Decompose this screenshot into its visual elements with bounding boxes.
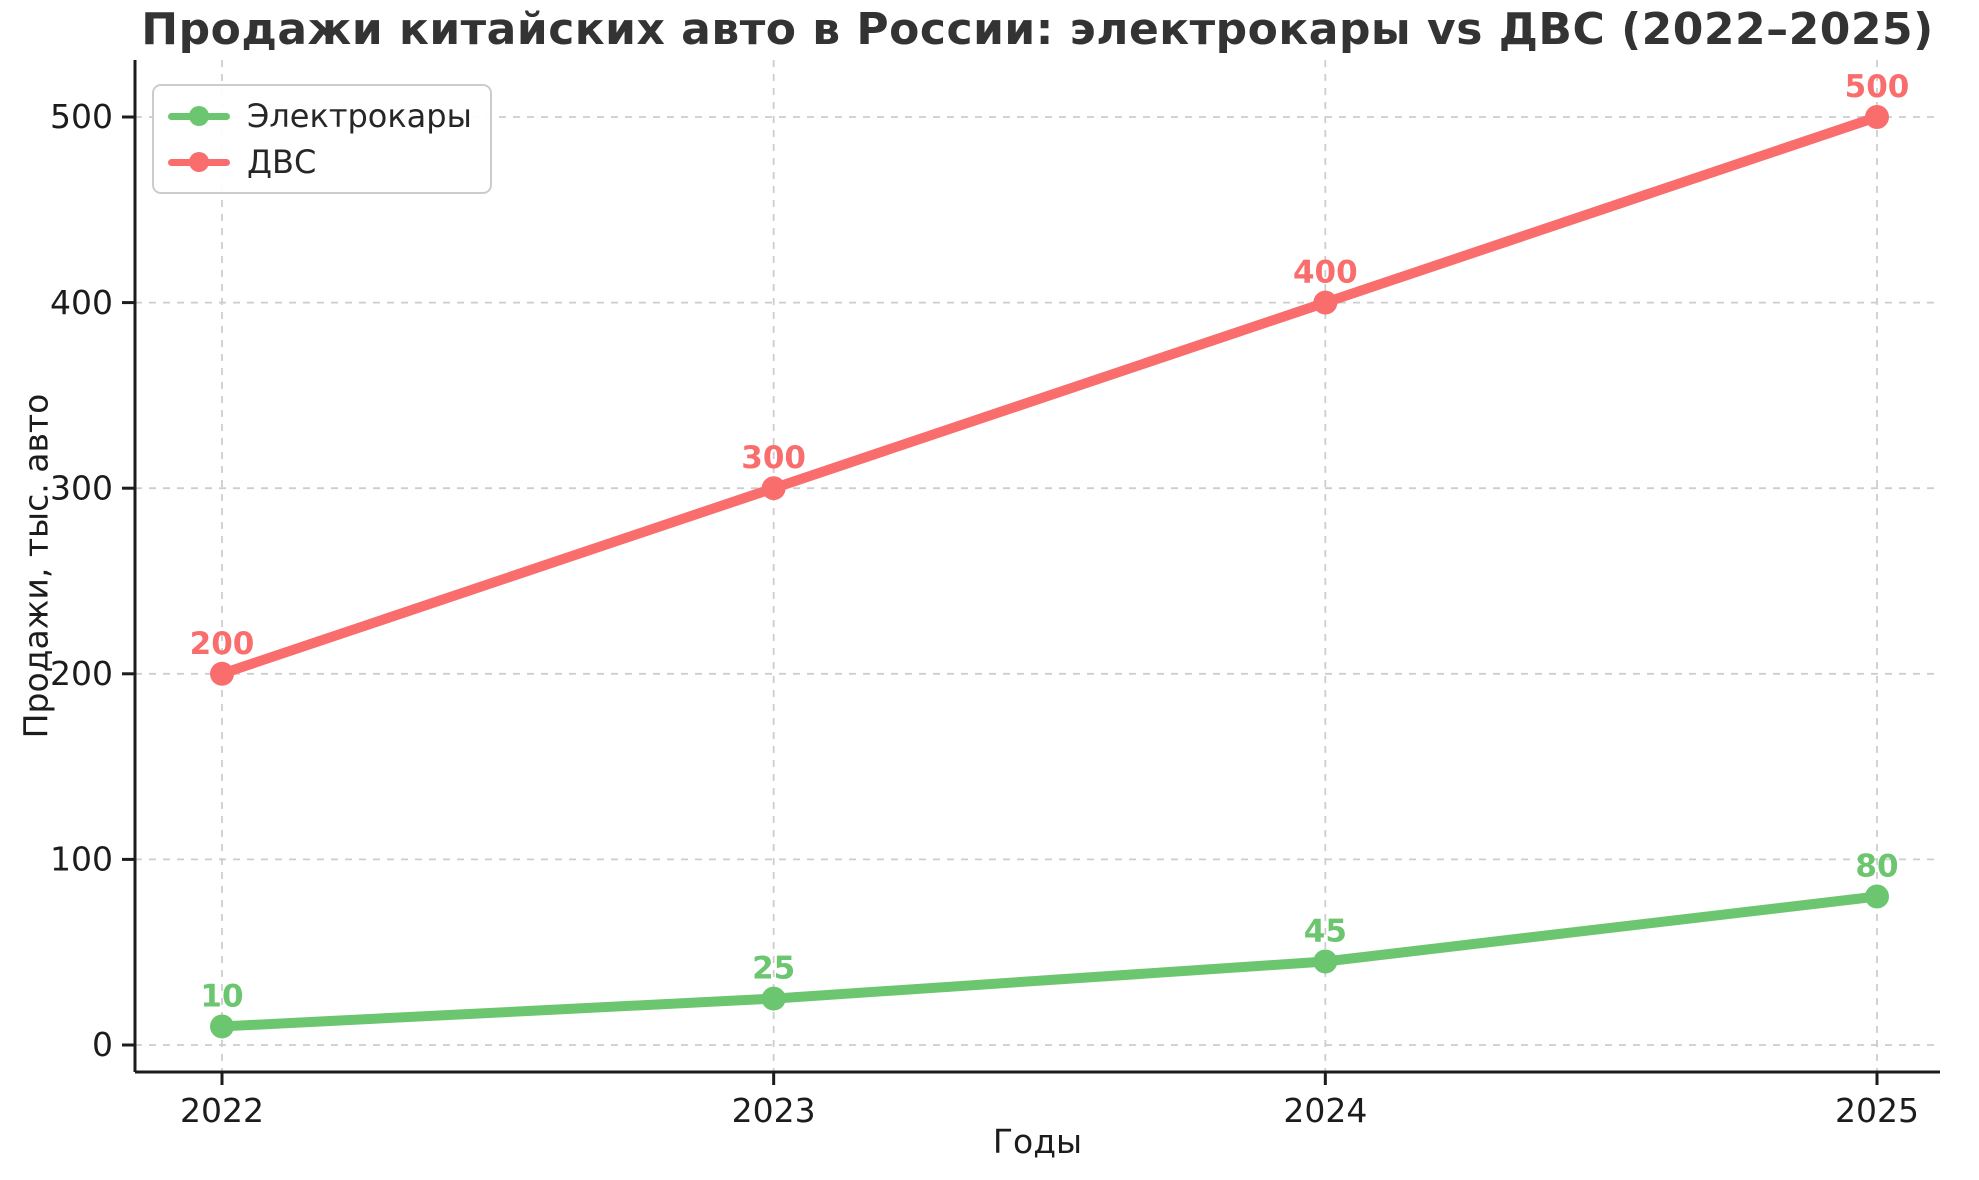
legend-swatch-line	[168, 152, 230, 172]
data-label: 500	[1845, 69, 1910, 105]
data-point	[210, 1014, 234, 1039]
data-point	[761, 986, 786, 1011]
y-tick-label: 100	[50, 840, 113, 879]
y-tick-label: 500	[50, 97, 113, 136]
x-tick-label: 2024	[1283, 1091, 1367, 1130]
legend-item-label: ДВС	[247, 143, 317, 181]
data-point	[1865, 884, 1889, 909]
data-label: 25	[752, 951, 795, 987]
data-point	[210, 661, 234, 686]
data-point	[1313, 949, 1338, 974]
legend-item-label: Электрокары	[247, 97, 472, 135]
x-tick-label: 2023	[732, 1091, 816, 1130]
data-point	[1865, 105, 1889, 129]
data-labels-group: 10 25 45 80 200 300 400 500	[190, 69, 1910, 1014]
data-label: 200	[190, 626, 255, 662]
x-tick-label: 2025	[1835, 1091, 1919, 1130]
y-tick-label: 300	[50, 468, 113, 507]
data-label: 400	[1293, 255, 1358, 291]
axes-group: 0 100 200 300 400 500 2022 2023 2024 2025	[50, 60, 1940, 1130]
data-label: 45	[1304, 913, 1347, 949]
data-label: 80	[1855, 849, 1898, 885]
legend-item: Электрокары	[168, 95, 472, 137]
data-label: 300	[741, 440, 806, 476]
data-point	[761, 476, 786, 501]
data-point	[1313, 290, 1338, 315]
legend-swatch-line	[168, 106, 230, 126]
chart-title: Продажи китайских авто в России: электро…	[141, 4, 1934, 55]
y-tick-label: 400	[50, 283, 113, 322]
y-tick-label: 0	[92, 1025, 113, 1064]
data-label: 10	[200, 978, 243, 1014]
legend: Электрокары ДВС	[152, 84, 492, 194]
legend-swatch-marker	[189, 106, 209, 126]
series-group	[210, 105, 1889, 1039]
series-line-0	[217, 891, 1882, 1032]
x-axis-label: Годы	[992, 1122, 1083, 1161]
legend-swatch-marker	[189, 152, 209, 172]
legend-item: ДВС	[168, 141, 472, 183]
x-tick-label: 2022	[180, 1091, 264, 1130]
y-tick-label: 200	[50, 654, 113, 693]
series-line-1	[217, 112, 1882, 679]
y-axis-label: Продажи, тыс. авто	[16, 393, 56, 739]
